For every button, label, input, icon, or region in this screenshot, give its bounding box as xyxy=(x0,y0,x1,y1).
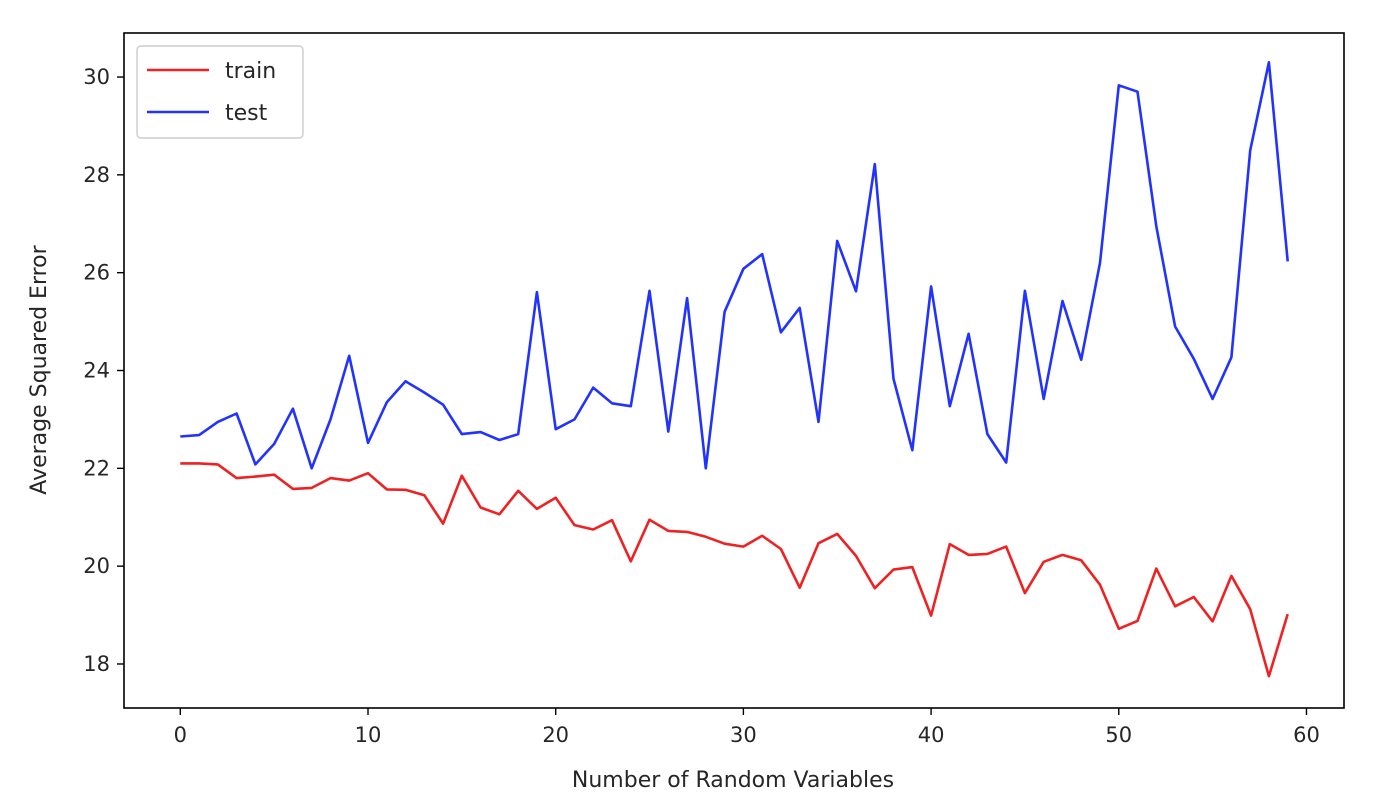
x-axis-ticks: 0 10 20 30 40 50 60 xyxy=(174,708,1320,747)
y-tick-label: 28 xyxy=(83,163,110,187)
legend-train-label: train xyxy=(225,59,276,84)
y-axis-label: Average Squared Error xyxy=(27,244,52,494)
y-tick-label: 20 xyxy=(83,554,110,578)
x-tick-label: 0 xyxy=(174,723,187,747)
y-tick-label: 22 xyxy=(83,456,110,480)
x-tick-label: 40 xyxy=(918,723,945,747)
x-tick-label: 30 xyxy=(730,723,757,747)
x-tick-label: 50 xyxy=(1105,723,1132,747)
x-axis-label: Number of Random Variables xyxy=(572,768,894,793)
y-tick-label: 26 xyxy=(83,261,110,285)
series-line-train xyxy=(180,462,1289,678)
x-tick-label: 10 xyxy=(355,723,382,747)
y-tick-label: 18 xyxy=(83,652,110,676)
y-tick-label: 24 xyxy=(83,359,110,383)
y-tick-label: 30 xyxy=(83,65,110,89)
legend: train test xyxy=(136,45,304,139)
y-axis-ticks: 18 20 22 24 26 28 30 xyxy=(83,65,124,676)
legend-test-label: test xyxy=(225,101,268,126)
series-line-test xyxy=(180,60,1289,470)
plot-area xyxy=(123,32,1345,709)
x-tick-label: 60 xyxy=(1293,723,1320,747)
legend-box xyxy=(136,45,304,139)
series-layer xyxy=(180,60,1289,678)
x-tick-label: 20 xyxy=(542,723,569,747)
